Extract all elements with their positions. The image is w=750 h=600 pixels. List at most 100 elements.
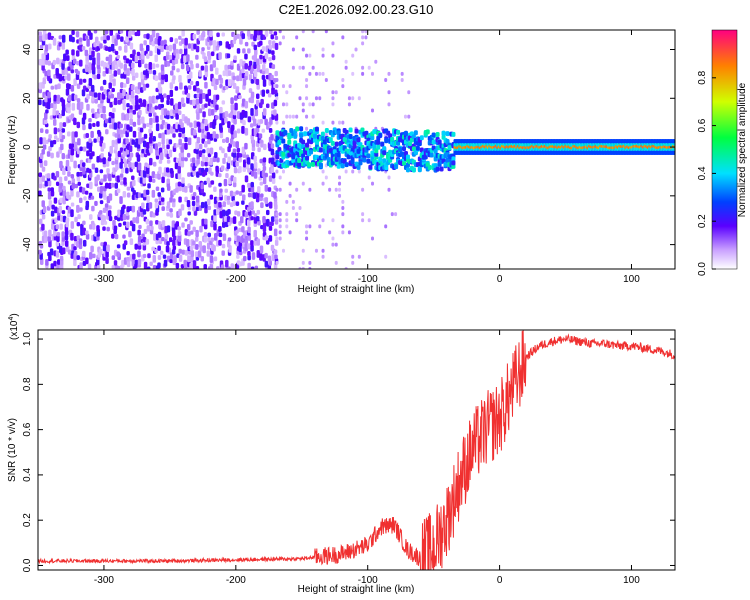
spectrogram-cell — [82, 124, 86, 131]
spectrogram-cell — [111, 112, 115, 119]
spectrogram-cell — [275, 120, 279, 125]
spectrogram-cell — [257, 168, 261, 175]
spectrogram-cell — [56, 234, 60, 242]
spectrogram-cell — [48, 43, 52, 50]
spectrogram-cell — [99, 108, 103, 114]
spectrogram-cell — [131, 258, 136, 267]
spectrogram-cell — [163, 148, 168, 154]
spectrogram-cell — [207, 232, 211, 238]
spectrogram-cell — [256, 238, 260, 246]
spectrogram-cell — [120, 167, 125, 174]
spectrogram-cell — [154, 173, 159, 179]
spectrogram-cell — [75, 50, 80, 57]
spectrogram-cell — [176, 52, 180, 60]
spectrogram-cell — [218, 225, 222, 232]
spectrogram-cell — [238, 227, 242, 233]
spectrogram-cell — [236, 48, 241, 54]
spectrogram-cell — [73, 258, 77, 267]
spectrogram-cell — [241, 226, 245, 233]
spectrogram-cell — [212, 245, 216, 252]
spectrogram-cell — [253, 54, 257, 63]
spectrogram-cell — [371, 108, 375, 113]
snr-ytick-label: 0.6 — [22, 422, 33, 436]
spectrogram-cell — [341, 77, 345, 82]
spectrogram-cell — [200, 160, 205, 167]
spectrogram-cell — [149, 229, 154, 235]
spectrogram-cell — [209, 64, 214, 72]
spectrogram-cell — [259, 181, 264, 186]
spectrogram-cell — [190, 63, 194, 70]
spectrogram-cell — [73, 94, 78, 101]
spectrogram-cell — [271, 50, 275, 55]
spectrogram-cell — [301, 30, 305, 34]
spectrogram-cell — [221, 100, 226, 105]
spectrogram-cell — [274, 254, 278, 260]
spectrogram-cell — [221, 209, 226, 217]
spectrogram-cell — [250, 139, 255, 144]
spectrogram-cell — [169, 89, 174, 98]
spectrogram-cell — [58, 205, 62, 214]
spectrogram-cell — [189, 99, 193, 105]
spectrogram-cell — [76, 221, 81, 227]
spectrogram-cell — [84, 49, 89, 57]
spectrogram-cell — [247, 254, 251, 261]
spectrogram-cell — [105, 66, 109, 74]
spectrogram-cell — [85, 257, 89, 265]
spectrogram-cell — [181, 38, 185, 45]
spectrogram-cell — [48, 200, 53, 208]
spectrogram-cell — [61, 135, 66, 140]
spectrogram-cell — [165, 245, 170, 253]
spectrogram-cell — [356, 164, 361, 170]
spectrogram-cell — [99, 43, 103, 49]
spectrogram-cell — [256, 83, 260, 90]
spectrogram-cell — [218, 191, 223, 198]
spectrogram-cell — [131, 30, 136, 36]
spectrogram-cell — [371, 236, 375, 241]
spectrogram-cell — [185, 64, 190, 72]
spectrogram-cell — [172, 239, 176, 247]
spectrogram-cell — [364, 35, 368, 40]
spectrogram-cell — [48, 229, 52, 237]
spectrogram-cell — [117, 92, 121, 100]
spectrogram-cell — [221, 138, 226, 144]
spectrogram-cell — [241, 184, 245, 193]
spectrogram-cell — [102, 70, 106, 77]
spectrogram-cell — [73, 78, 77, 86]
spectrogram-cell — [378, 133, 383, 139]
spectrogram-cell — [200, 65, 205, 71]
spectrogram-cell — [96, 121, 100, 127]
spectrogram-cell — [247, 226, 251, 234]
spectrogram-cell — [192, 170, 197, 176]
spectrogram-cell — [166, 144, 170, 150]
spectrogram-cell — [344, 65, 348, 70]
spectrogram-cell — [108, 173, 112, 182]
spectrogram-cell — [233, 33, 237, 41]
spectrogram-cell — [244, 211, 249, 218]
spectrogram-cell — [226, 216, 231, 223]
spectrogram-cell — [241, 33, 246, 40]
spectrogram-cell — [194, 236, 199, 242]
spectrogram-cell — [270, 221, 274, 226]
spectrogram-cell — [229, 190, 234, 197]
spectrogram-cell — [114, 50, 119, 55]
spectrogram-cell — [55, 68, 59, 76]
spectrogram-cell — [299, 126, 304, 132]
spectrogram-cell — [251, 210, 256, 215]
spectrogram-cell — [214, 152, 218, 159]
spectrogram-cell — [47, 91, 51, 99]
spectrogram-cell — [44, 112, 48, 120]
spectrogram-cell — [116, 244, 121, 249]
spectrogram-cell — [67, 131, 71, 137]
spectrogram-cell — [144, 63, 148, 69]
spectrogram-cell — [58, 113, 63, 119]
spectrogram-cell — [55, 224, 60, 230]
spectrogram-cell — [168, 149, 173, 158]
spectrogram-cell — [180, 156, 185, 162]
spectrogram-cell — [152, 264, 157, 269]
spectrogram-cell — [70, 174, 75, 179]
spectrogram-cell — [264, 172, 268, 178]
spectrogram-cell — [181, 133, 186, 139]
spectrogram-cell — [105, 250, 109, 258]
spectrogram-cell — [247, 168, 251, 173]
